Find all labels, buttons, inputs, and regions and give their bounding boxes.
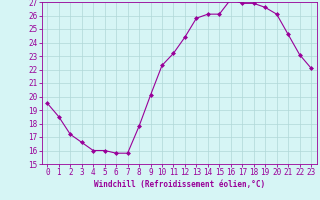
- X-axis label: Windchill (Refroidissement éolien,°C): Windchill (Refroidissement éolien,°C): [94, 180, 265, 189]
